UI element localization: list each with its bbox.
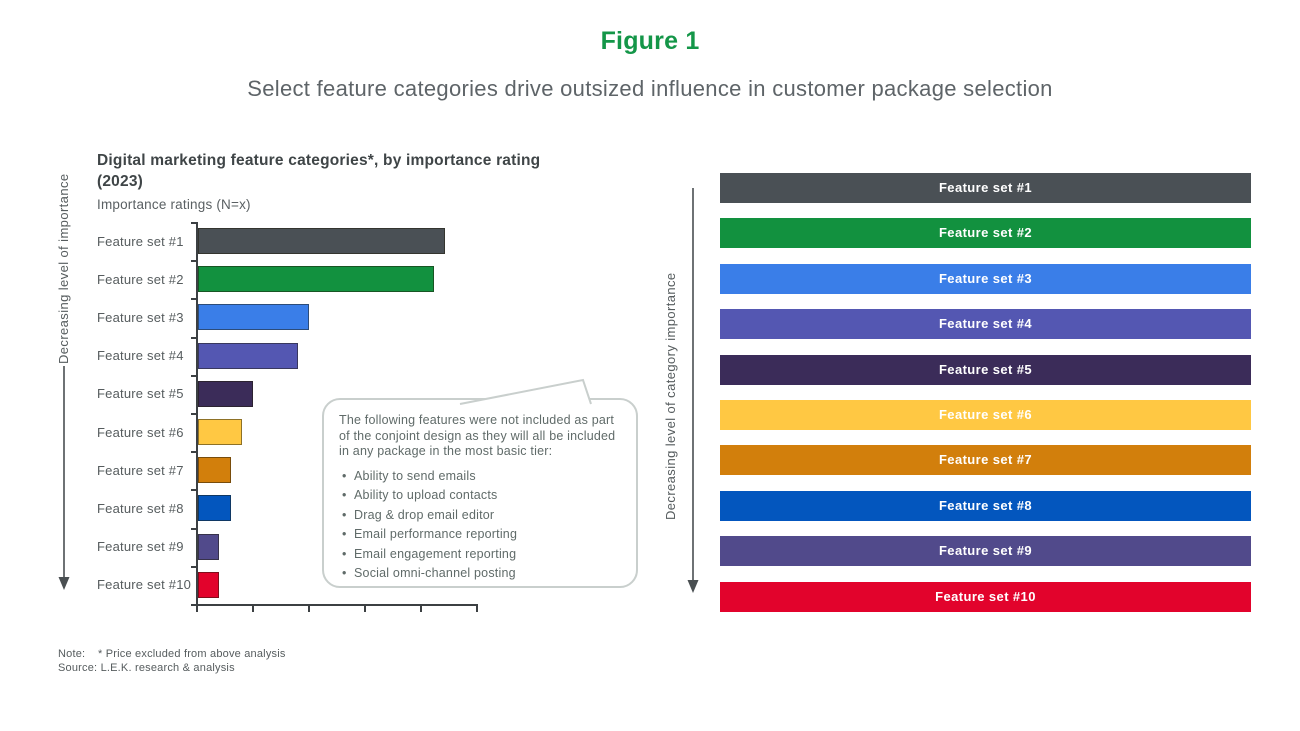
category-label: Feature set #10 <box>97 577 192 593</box>
figure-label: Figure 1 <box>600 27 700 55</box>
callout-bullet: Email engagement reporting <box>339 545 622 565</box>
chart-row: Feature set #6 <box>97 413 487 451</box>
category-banner: Feature set #5 <box>720 354 1251 385</box>
callout-bullet: Social omni-channel posting <box>339 564 622 584</box>
importance-bar <box>198 533 219 560</box>
note-label: Note: <box>58 648 86 660</box>
chart-row: Feature set #2 <box>97 260 487 298</box>
left-chart-header: Digital marketing feature categories*, b… <box>97 150 597 212</box>
chart-row: Feature set #3 <box>97 298 487 336</box>
category-banner: Feature set #2 <box>720 218 1251 249</box>
category-banner: Feature set #1 <box>720 173 1251 203</box>
category-label: Feature set #9 <box>97 539 184 555</box>
category-label: Feature set #4 <box>97 348 184 364</box>
chart-row: Feature set #7 <box>97 451 487 489</box>
callout-tail <box>459 378 592 405</box>
x-axis-tick <box>420 606 422 612</box>
y-axis-tick <box>191 413 196 415</box>
callout-bullet: Ability to upload contacts <box>339 486 622 506</box>
left-chart-title: Digital marketing feature categories*, b… <box>97 150 597 192</box>
note-line: Note: * Price excluded from above analys… <box>58 647 286 661</box>
right-panel-bars: Feature set #1 Feature set #2 Feature set … <box>720 173 1251 612</box>
importance-bar <box>198 304 309 331</box>
source-line: Source: L.E.K. research & analysis <box>58 661 286 675</box>
x-axis-tick <box>364 606 366 612</box>
y-axis-tick <box>191 374 196 377</box>
category-banner: Feature set #7 <box>720 445 1251 476</box>
importance-bar <box>198 228 445 255</box>
y-axis-tick <box>191 489 196 492</box>
note-text: * Price excluded from above analysis <box>98 648 286 660</box>
y-axis-tick <box>191 451 196 454</box>
category-label: Feature set #2 <box>97 271 184 287</box>
y-axis-tick <box>191 565 196 568</box>
y-axis-line <box>196 222 198 606</box>
category-banner: Feature set #4 <box>720 309 1251 340</box>
chart-row: Feature set #1 <box>97 222 487 260</box>
importance-bar <box>198 571 219 598</box>
importance-bar <box>198 342 298 369</box>
chart-row: Feature set #5 <box>97 375 487 413</box>
category-banner: Feature set #10 <box>720 581 1251 612</box>
importance-bar <box>198 266 434 293</box>
category-label: Feature set #3 <box>97 309 184 325</box>
left-chart-title-line2: (2023) <box>97 173 144 190</box>
source-text: Source: L.E.K. research & analysis <box>58 662 235 674</box>
callout-bullet: Drag & drop email editor <box>339 506 622 526</box>
category-banner: Feature set #9 <box>720 536 1251 567</box>
y-axis-tick <box>191 298 196 301</box>
x-axis-line <box>196 604 478 606</box>
callout-bullet: Ability to send emails <box>339 467 622 487</box>
left-axis-annotation: Decreasing level of importance <box>56 173 71 365</box>
chart-row: Feature set #9 <box>97 528 487 566</box>
chart-row: Feature set #8 <box>97 489 487 527</box>
category-label: Feature set #1 <box>97 233 184 249</box>
category-banner: Feature set #8 <box>720 490 1251 521</box>
category-label: Feature set #6 <box>97 424 184 440</box>
y-axis-tick <box>191 604 196 606</box>
left-chart-title-line1: Digital marketing feature categories*, b… <box>97 152 541 169</box>
y-axis-tick <box>191 527 196 530</box>
down-arrow-icon <box>58 366 70 590</box>
callout-intro: The following features were not included… <box>339 413 616 458</box>
callout-bullet: Email performance reporting <box>339 525 622 545</box>
x-axis-ticks <box>196 606 478 614</box>
chart-row: Feature set #10 <box>97 566 487 604</box>
x-axis-tick <box>252 606 254 612</box>
category-label: Feature set #7 <box>97 462 184 478</box>
down-arrow-icon <box>687 188 699 593</box>
callout-bullet-list: Ability to send emails Ability to upload… <box>339 467 622 584</box>
importance-bar <box>198 419 242 446</box>
x-axis-tick <box>476 606 478 612</box>
chart-row: Feature set #4 <box>97 337 487 375</box>
x-axis-tick <box>196 606 198 612</box>
category-label: Feature set #8 <box>97 500 184 516</box>
importance-bar <box>198 457 231 484</box>
importance-bar <box>198 495 231 522</box>
left-chart-subtitle: Importance ratings (N=x) <box>97 197 251 212</box>
category-banner: Feature set #6 <box>720 399 1251 430</box>
right-axis-annotation: Decreasing level of category importance <box>663 272 678 520</box>
y-axis-tick <box>191 260 196 263</box>
callout-bubble: The following features were not included… <box>322 398 638 588</box>
y-axis-tick <box>191 222 196 224</box>
category-banner: Feature set #3 <box>720 263 1251 294</box>
category-label: Feature set #5 <box>97 386 184 402</box>
x-axis-tick <box>308 606 310 612</box>
figure-title: Select feature categories drive outsized… <box>247 76 1053 101</box>
y-axis-ticks <box>191 222 196 606</box>
y-axis-tick <box>191 336 196 339</box>
left-chart-rows: Feature set #1 Feature set #2 Feature set … <box>97 222 487 604</box>
importance-bar <box>198 380 253 407</box>
footnotes: Note: * Price excluded from above analys… <box>58 647 286 675</box>
